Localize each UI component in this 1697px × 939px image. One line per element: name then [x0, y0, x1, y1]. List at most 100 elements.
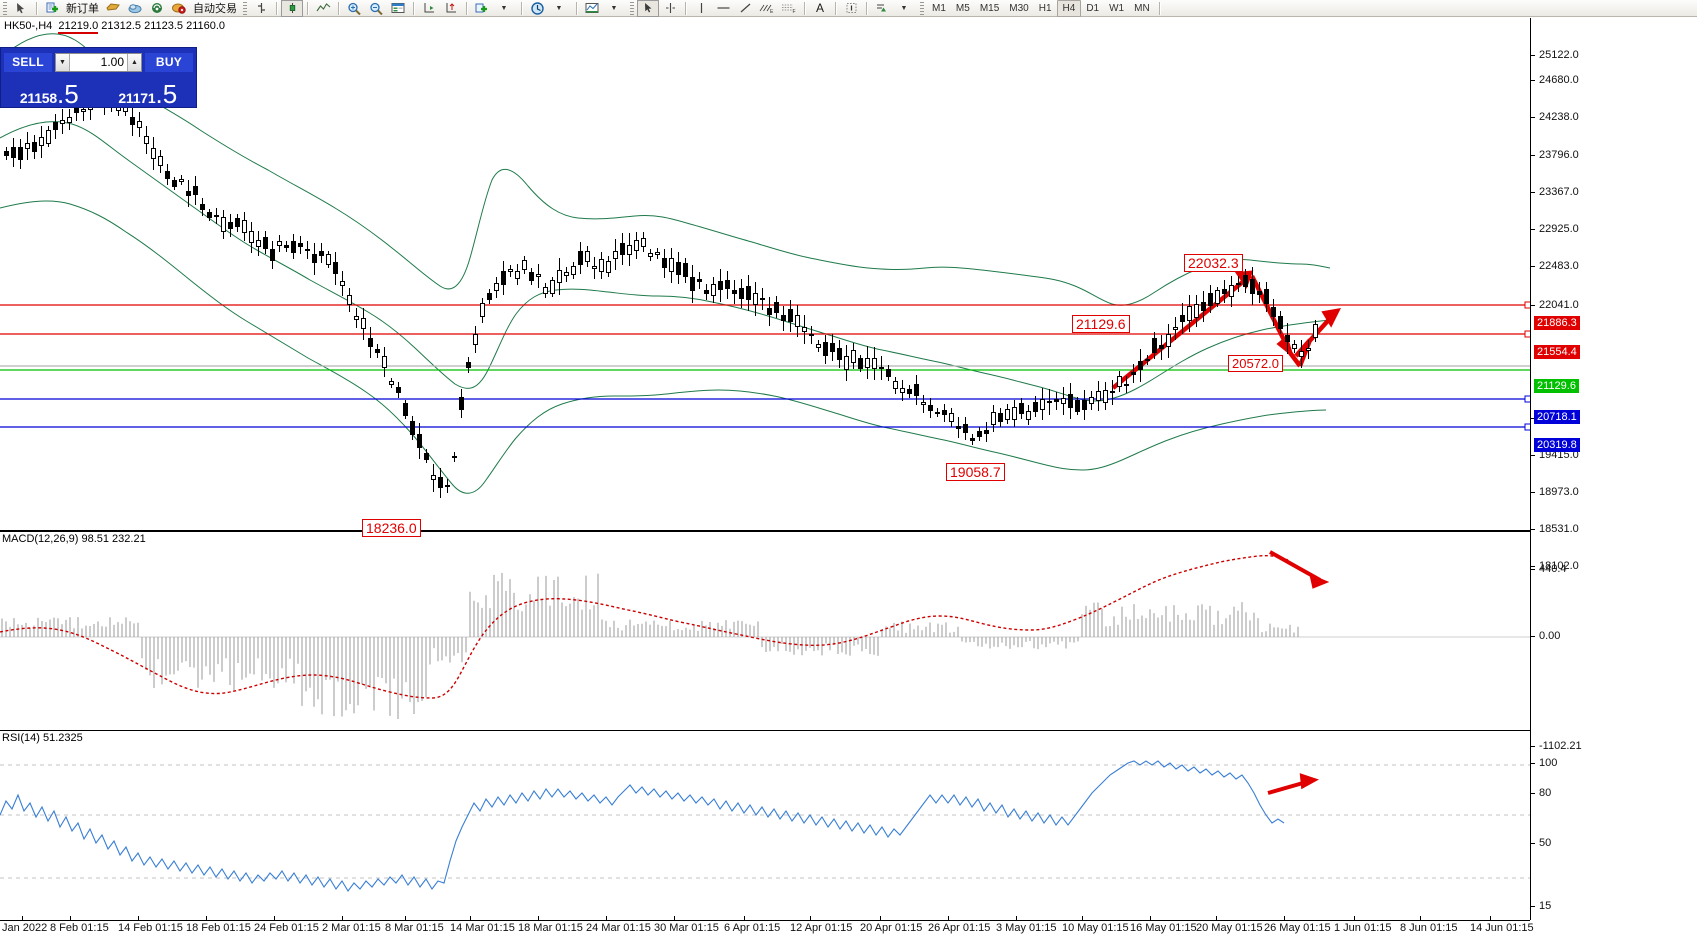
- chevron-down-icon[interactable]: ▼: [555, 4, 563, 12]
- candlestick: [39, 125, 44, 158]
- candle-body: [823, 342, 828, 357]
- price-level-badge-blue[interactable]: 20319.8: [1534, 438, 1580, 452]
- volume-stepper[interactable]: ▼ 1.00 ▲: [55, 52, 142, 72]
- buy-button[interactable]: BUY: [145, 52, 193, 72]
- time-axis-label: 12 Apr 01:15: [790, 922, 853, 934]
- crosshair-icon[interactable]: [659, 0, 681, 17]
- signal-icon[interactable]: [146, 0, 168, 17]
- candlestick: [277, 235, 282, 252]
- auto-scroll-icon[interactable]: [440, 0, 462, 17]
- candle-body: [1005, 408, 1010, 420]
- arrows-icon[interactable]: [871, 0, 893, 17]
- swing-low-label-19058[interactable]: 19058.7: [946, 463, 1005, 481]
- price-level-badge-red[interactable]: 21886.3: [1534, 316, 1580, 330]
- history-icon[interactable]: [102, 0, 124, 17]
- timeframe-m15[interactable]: M15: [979, 2, 1000, 14]
- cursor-select-icon[interactable]: [637, 0, 659, 17]
- candle-body: [1131, 371, 1136, 376]
- rsi-pane[interactable]: RSI(14) 51.2325: [0, 730, 1530, 922]
- timeframe-w1[interactable]: W1: [1109, 2, 1125, 14]
- swing-low-label-20572[interactable]: 20572.0: [1228, 355, 1283, 372]
- period-icon[interactable]: [526, 0, 548, 17]
- toolbar-grip-4[interactable]: [920, 1, 924, 15]
- templates-icon[interactable]: [581, 0, 603, 17]
- new-order-label[interactable]: 新订单: [66, 3, 99, 15]
- timeframe-d1[interactable]: D1: [1086, 2, 1100, 14]
- toolbar-grip-2[interactable]: [243, 1, 247, 15]
- cursor-arrow-icon[interactable]: [10, 0, 32, 17]
- price-pane[interactable]: [0, 18, 1530, 531]
- candlestick: [592, 257, 597, 279]
- candle-body: [1208, 293, 1213, 306]
- horizontal-line-icon[interactable]: [712, 0, 734, 17]
- one-click-trading-panel[interactable]: SELL ▼ 1.00 ▲ BUY 21158 .5 21171 .5: [0, 47, 197, 108]
- swing-low-label-18236[interactable]: 18236.0: [362, 519, 421, 537]
- macd-pane[interactable]: MACD(12,26,9) 98.51 232.21: [0, 531, 1530, 731]
- chevron-down-icon[interactable]: ▼: [900, 4, 908, 12]
- candlestick: [851, 343, 856, 370]
- equidistant-channel-icon[interactable]: E: [756, 0, 778, 17]
- volume-increase-icon[interactable]: ▲: [127, 53, 141, 71]
- toolbar-grip[interactable]: [3, 1, 7, 15]
- time-axis-tick: [744, 916, 745, 920]
- candle-body: [844, 356, 849, 370]
- timeframe-h1[interactable]: H1: [1038, 2, 1052, 14]
- new-order-icon[interactable]: [41, 0, 63, 17]
- timeframe-m5[interactable]: M5: [955, 2, 970, 14]
- candlestick: [1285, 323, 1290, 355]
- swing-high-label-22032[interactable]: 22032.3: [1184, 254, 1243, 272]
- candle-body: [760, 297, 765, 301]
- add-indicator-icon[interactable]: [471, 0, 493, 17]
- time-axis-label: 8 Feb 01:15: [50, 922, 109, 934]
- text-object-icon[interactable]: [840, 0, 862, 17]
- sell-price[interactable]: 21158 .5: [1, 74, 98, 107]
- time-axis-label: 14 Jun 01:15: [1470, 922, 1534, 934]
- price-level-badge-red[interactable]: 21554.4: [1534, 345, 1580, 359]
- time-axis-label: 2 Mar 01:15: [322, 922, 381, 934]
- zoom-in-icon[interactable]: [343, 0, 365, 17]
- bar-chart-icon[interactable]: [250, 0, 272, 17]
- candlestick: [130, 105, 135, 136]
- candle-body: [900, 387, 905, 394]
- sell-button[interactable]: SELL: [4, 52, 52, 72]
- chevron-down-icon[interactable]: ▼: [610, 4, 618, 12]
- auto-trading-label[interactable]: 自动交易: [193, 3, 237, 15]
- chart-shift-icon[interactable]: [418, 0, 440, 17]
- candle-body: [571, 265, 576, 276]
- cloud-icon[interactable]: [124, 0, 146, 17]
- candle-body: [67, 116, 72, 123]
- candlestick: [746, 274, 751, 311]
- fibonacci-icon[interactable]: F: [778, 0, 800, 17]
- toolbar-separator: [1158, 1, 1160, 15]
- timeframe-mn[interactable]: MN: [1134, 2, 1150, 14]
- trendline-icon[interactable]: [734, 0, 756, 17]
- toolbar-separator: [307, 1, 308, 15]
- vertical-line-icon[interactable]: [690, 0, 712, 17]
- text-label-icon[interactable]: A: [815, 1, 824, 15]
- candlestick: [599, 252, 604, 280]
- timeframe-m30[interactable]: M30: [1009, 2, 1029, 14]
- candle-body: [403, 403, 408, 416]
- chart-area[interactable]: HK50-,H4 21219.0 21312.5 21123.5 21160.0: [0, 18, 1697, 937]
- candlestick: [4, 146, 9, 160]
- candle-body: [1040, 399, 1045, 410]
- zoom-out-icon[interactable]: [365, 0, 387, 17]
- price-level-badge-blue[interactable]: 20718.1: [1534, 410, 1580, 424]
- price-level-badge-green[interactable]: 21129.6: [1534, 379, 1579, 393]
- volume-decrease-icon[interactable]: ▼: [56, 53, 70, 71]
- pivot-label-21129[interactable]: 21129.6: [1072, 315, 1130, 333]
- expert-advisor-icon[interactable]: [168, 0, 190, 17]
- ohlc-high: 21312.5: [101, 20, 142, 32]
- buy-price[interactable]: 21171 .5: [100, 74, 197, 107]
- volume-input[interactable]: 1.00: [100, 54, 124, 69]
- candlestick-chart-icon[interactable]: [281, 0, 303, 17]
- time-axis[interactable]: Jan 2022 8 Feb 01:15 14 Feb 01:15 18 Feb 01…: [0, 916, 1697, 939]
- data-window-icon[interactable]: [387, 0, 409, 17]
- toolbar-grip-3[interactable]: [630, 1, 634, 15]
- chevron-down-icon[interactable]: ▼: [500, 4, 508, 12]
- timeframe-h4[interactable]: H4: [1056, 0, 1082, 17]
- candle-body: [1159, 345, 1164, 350]
- candle-body: [4, 150, 9, 157]
- line-chart-icon[interactable]: [312, 0, 334, 17]
- timeframe-m1[interactable]: M1: [932, 2, 946, 14]
